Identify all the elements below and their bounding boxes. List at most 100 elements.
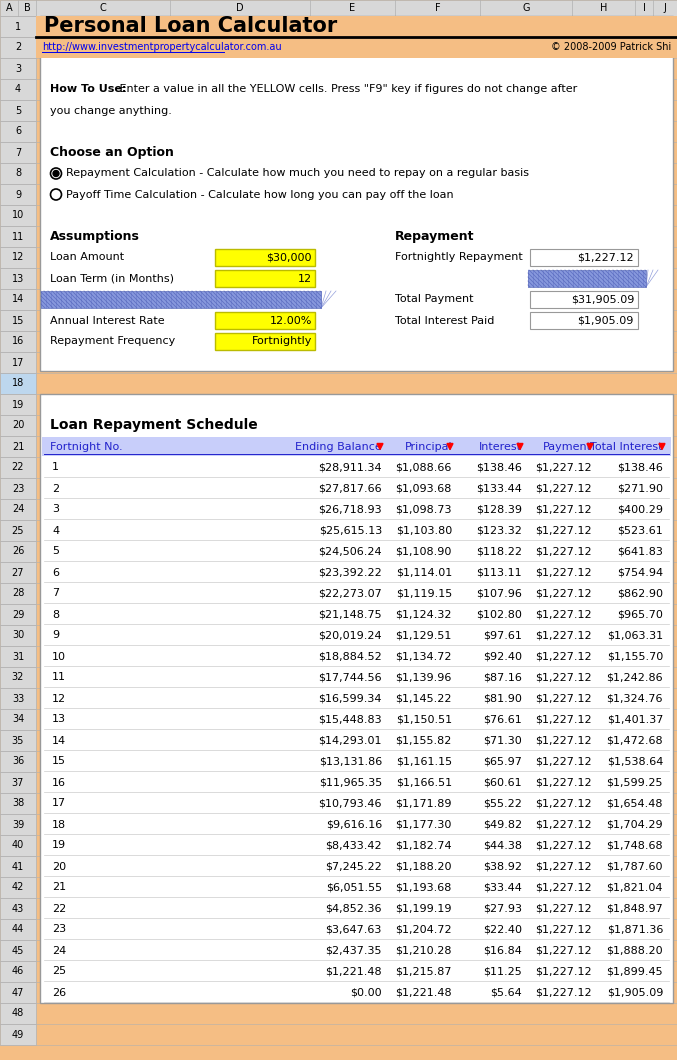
Text: 24: 24 [52, 946, 66, 955]
Text: $11.25: $11.25 [483, 967, 522, 976]
Text: $1,227.12: $1,227.12 [536, 924, 592, 935]
Text: D: D [236, 3, 244, 13]
Text: $15,448.83: $15,448.83 [318, 714, 382, 724]
Text: $65.97: $65.97 [483, 757, 522, 766]
Text: $1,221.48: $1,221.48 [395, 988, 452, 997]
Bar [0, 457, 36, 478]
Bar [0, 667, 36, 688]
Bar [0, 919, 36, 940]
Text: $1,188.20: $1,188.20 [395, 862, 452, 871]
Text: $1,145.22: $1,145.22 [395, 693, 452, 704]
Text: $1,227.12: $1,227.12 [536, 567, 592, 578]
Text: $128.39: $128.39 [476, 505, 522, 514]
Text: 14: 14 [52, 736, 66, 745]
Text: $14,293.01: $14,293.01 [318, 736, 382, 745]
Text: Choose an Option: Choose an Option [50, 146, 174, 159]
Text: $1,905.09: $1,905.09 [577, 316, 634, 325]
Polygon shape [659, 443, 665, 449]
Text: Fortnight No.: Fortnight No. [50, 442, 123, 452]
Text: $1,227.12: $1,227.12 [536, 631, 592, 640]
Text: 48: 48 [12, 1008, 24, 1019]
Text: $31,905.09: $31,905.09 [571, 295, 634, 304]
Text: 11: 11 [12, 231, 24, 242]
Text: $1,129.51: $1,129.51 [395, 631, 452, 640]
Text: 18: 18 [12, 378, 24, 389]
Bar [0, 58, 36, 80]
Bar [36, 37, 677, 58]
Text: $1,227.12: $1,227.12 [536, 693, 592, 704]
Text: 8: 8 [15, 169, 21, 178]
Text: Payoff Time Calculation - Calculate how long you can pay off the loan: Payoff Time Calculation - Calculate how … [66, 190, 454, 199]
Text: Payment: Payment [543, 442, 592, 452]
Bar [0, 750, 36, 772]
Text: $1,215.87: $1,215.87 [395, 967, 452, 976]
Text: $641.83: $641.83 [617, 547, 663, 556]
Text: $0.00: $0.00 [351, 988, 382, 997]
Text: 44: 44 [12, 924, 24, 935]
Text: 9: 9 [15, 190, 21, 199]
Text: $1,401.37: $1,401.37 [607, 714, 663, 724]
Bar [0, 562, 36, 583]
Text: $138.46: $138.46 [476, 462, 522, 473]
Text: 45: 45 [12, 946, 24, 955]
Text: $3,647.63: $3,647.63 [326, 924, 382, 935]
Bar [0, 0, 677, 16]
Bar [0, 520, 36, 541]
Text: 11: 11 [52, 672, 66, 683]
Text: $1,227.12: $1,227.12 [536, 757, 592, 766]
Text: E: E [349, 3, 355, 13]
Text: 33: 33 [12, 693, 24, 704]
Text: $1,108.90: $1,108.90 [395, 547, 452, 556]
Text: $1,227.12: $1,227.12 [536, 903, 592, 914]
Bar [0, 247, 36, 268]
Text: $1,098.73: $1,098.73 [395, 505, 452, 514]
Bar [0, 142, 36, 163]
Text: I: I [642, 3, 645, 13]
Text: 25: 25 [52, 967, 66, 976]
Text: $1,227.12: $1,227.12 [536, 736, 592, 745]
Text: $138.46: $138.46 [617, 462, 663, 473]
Bar [0, 898, 36, 919]
Text: $60.61: $60.61 [483, 777, 522, 788]
Text: $1,227.12: $1,227.12 [536, 547, 592, 556]
Bar [530, 292, 638, 308]
Text: 38: 38 [12, 798, 24, 809]
Text: 22: 22 [12, 462, 24, 473]
Text: $1,150.51: $1,150.51 [396, 714, 452, 724]
Bar [0, 394, 36, 416]
Text: J: J [663, 3, 666, 13]
Text: 35: 35 [12, 736, 24, 745]
Text: $17,744.56: $17,744.56 [318, 672, 382, 683]
Text: $11,965.35: $11,965.35 [319, 777, 382, 788]
Text: $22,273.07: $22,273.07 [318, 588, 382, 599]
Text: 43: 43 [12, 903, 24, 914]
Text: Total Payment: Total Payment [395, 295, 473, 304]
Text: Fortnightly Repayment: Fortnightly Repayment [395, 252, 523, 263]
Bar [0, 226, 36, 247]
Text: H: H [600, 3, 607, 13]
Text: 1: 1 [52, 462, 59, 473]
Bar [0, 478, 36, 499]
Bar [36, 16, 677, 37]
Text: 24: 24 [12, 505, 24, 514]
Bar [215, 333, 315, 350]
Text: $33.44: $33.44 [483, 883, 522, 893]
Text: $1,199.19: $1,199.19 [395, 903, 452, 914]
Text: $1,114.01: $1,114.01 [396, 567, 452, 578]
Text: 10: 10 [52, 652, 66, 661]
Text: $1,166.51: $1,166.51 [396, 777, 452, 788]
Text: $20,019.24: $20,019.24 [318, 631, 382, 640]
Text: 25: 25 [12, 526, 24, 535]
Text: $1,204.72: $1,204.72 [395, 924, 452, 935]
Text: $1,227.12: $1,227.12 [536, 967, 592, 976]
Polygon shape [377, 443, 383, 449]
Text: 37: 37 [12, 777, 24, 788]
Text: $1,654.48: $1,654.48 [607, 798, 663, 809]
Text: 12: 12 [298, 273, 312, 283]
Text: $10,793.46: $10,793.46 [318, 798, 382, 809]
Text: $1,134.72: $1,134.72 [395, 652, 452, 661]
Text: $1,324.76: $1,324.76 [607, 693, 663, 704]
Text: 27: 27 [12, 567, 24, 578]
Text: 1: 1 [15, 21, 21, 32]
Text: Repayment Calculation - Calculate how much you need to repay on a regular basis: Repayment Calculation - Calculate how mu… [66, 169, 529, 178]
